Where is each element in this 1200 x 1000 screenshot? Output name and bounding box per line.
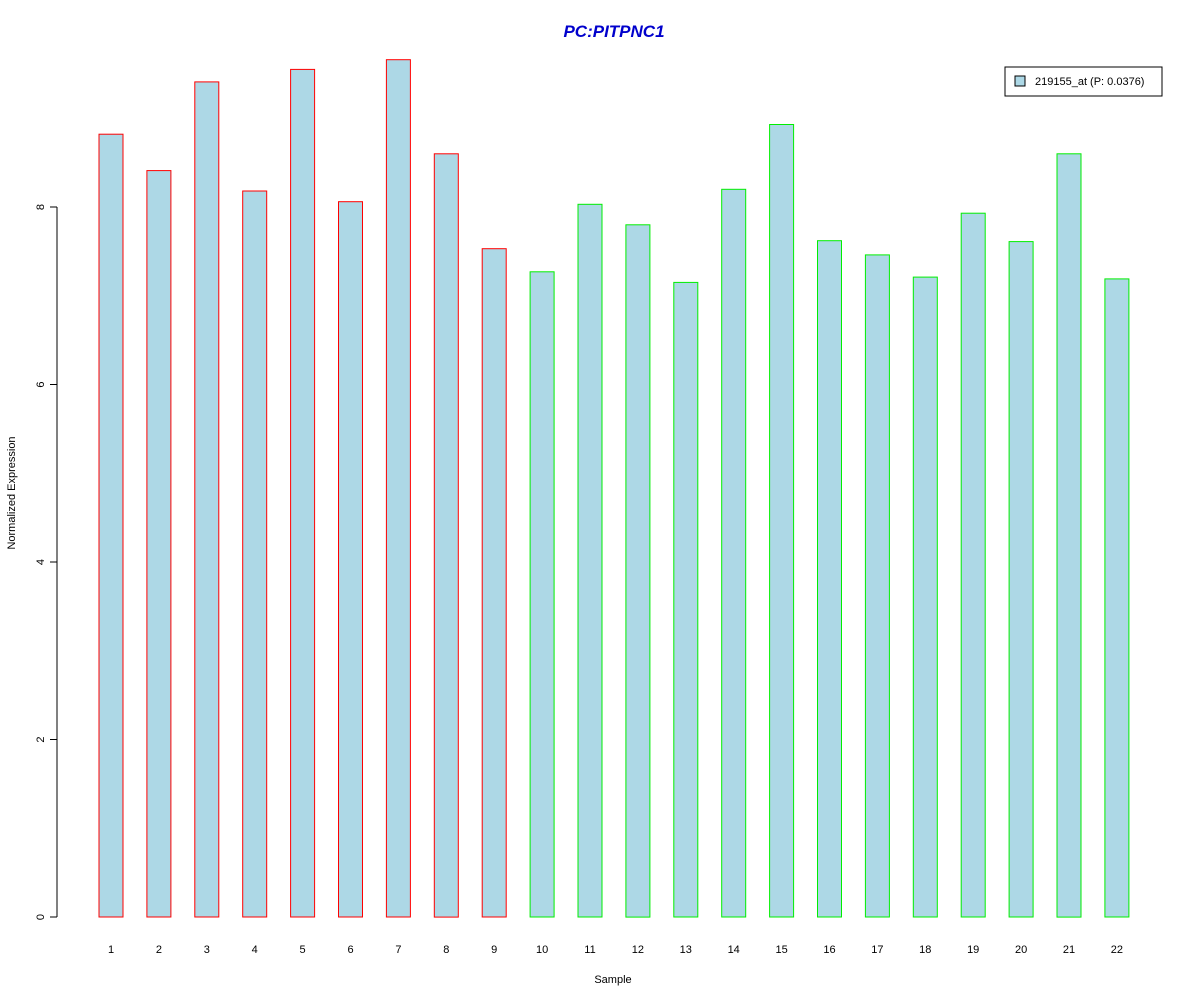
y-tick-label: 8 — [35, 204, 47, 210]
x-tick-label: 17 — [871, 944, 883, 956]
bar-sample-16 — [817, 240, 842, 918]
y-axis-label: Normalized Expression — [6, 436, 18, 549]
x-tick-label: 6 — [347, 944, 353, 956]
x-tick-label: 5 — [300, 944, 306, 956]
bar-sample-7 — [385, 59, 411, 918]
legend-box — [1004, 66, 1163, 97]
bar-sample-19 — [960, 212, 986, 918]
x-tick-label: 9 — [491, 944, 497, 956]
bar-sample-22 — [1104, 278, 1130, 918]
bar-sample-13 — [673, 281, 699, 918]
chart-title: PC:PITPNC1 — [563, 22, 664, 41]
bar-sample-14 — [721, 188, 747, 918]
y-tick-label: 0 — [35, 914, 47, 920]
bar-sample-20 — [1008, 241, 1034, 918]
bar-sample-6 — [338, 201, 363, 918]
bar-sample-15 — [769, 124, 795, 918]
x-tick-labels: 1 2 3 4 5 6 7 8 9 10 11 12 13 14 15 16 17 18 19 20 21 22 — [108, 944, 1123, 956]
x-tick-label: 21 — [1063, 944, 1075, 956]
x-tick-label: 11 — [584, 944, 595, 956]
bars — [98, 59, 1130, 918]
bar-sample-21 — [1056, 153, 1082, 918]
x-tick-label: 1 — [108, 944, 114, 956]
x-tick-label: 2 — [156, 944, 162, 956]
y-tick-label: 6 — [35, 381, 47, 387]
bar-sample-1 — [98, 133, 124, 918]
x-tick-label: 15 — [775, 944, 787, 956]
bar-sample-4 — [242, 190, 268, 918]
x-tick-label: 12 — [632, 944, 644, 956]
bar-sample-18 — [912, 276, 938, 918]
bar-sample-8 — [433, 153, 459, 918]
x-tick-label: 7 — [395, 944, 401, 956]
bar-sample-11 — [577, 203, 603, 918]
bar-sample-2 — [146, 170, 172, 918]
y-tick-label: 2 — [35, 736, 47, 742]
bar-sample-3 — [194, 81, 220, 918]
bar-sample-12 — [625, 224, 651, 918]
legend-swatch — [1014, 75, 1026, 87]
legend-label: 219155_at (P: 0.0376) — [1035, 76, 1144, 88]
x-tick-label: 18 — [919, 944, 931, 956]
x-tick-label: 14 — [728, 944, 740, 956]
bar-sample-9 — [481, 248, 507, 918]
x-tick-label: 13 — [680, 944, 692, 956]
x-tick-label: 19 — [967, 944, 979, 956]
bar-sample-17 — [864, 254, 890, 918]
bar-sample-10 — [529, 271, 555, 918]
x-axis-label: Sample — [594, 974, 631, 986]
legend: 219155_at (P: 0.0376) — [1004, 66, 1163, 97]
x-tick-label: 8 — [443, 944, 449, 956]
x-tick-label: 3 — [204, 944, 210, 956]
x-tick-label: 22 — [1111, 944, 1123, 956]
y-axis: 0 2 4 6 8 — [35, 204, 58, 920]
bar-sample-5 — [290, 68, 316, 918]
x-tick-label: 20 — [1015, 944, 1027, 956]
x-tick-label: 16 — [823, 944, 835, 956]
x-tick-label: 10 — [536, 944, 548, 956]
y-tick-label: 4 — [35, 559, 47, 565]
x-tick-label: 4 — [252, 944, 258, 956]
